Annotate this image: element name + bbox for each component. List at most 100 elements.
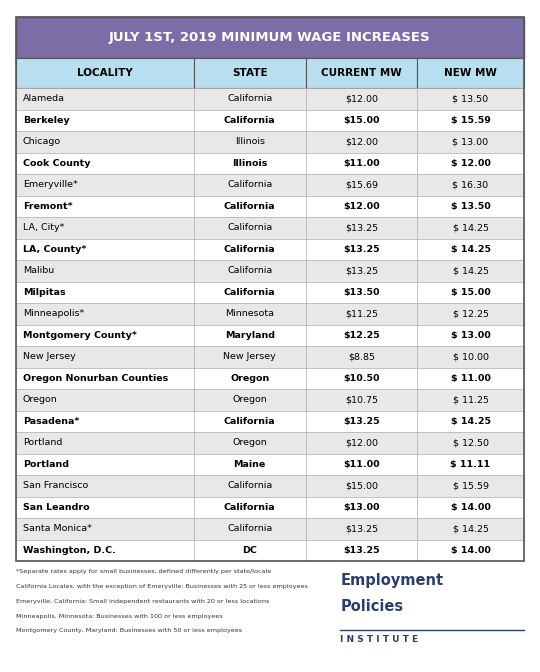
- Bar: [417, 131, 524, 153]
- Bar: [194, 411, 306, 432]
- Text: Minnesota: Minnesota: [225, 309, 274, 319]
- Text: California: California: [224, 503, 275, 512]
- Bar: [417, 282, 524, 303]
- Text: $10.50: $10.50: [343, 374, 380, 383]
- Bar: [306, 88, 417, 110]
- Bar: [194, 389, 306, 411]
- Bar: [194, 497, 306, 518]
- Bar: [417, 58, 524, 88]
- Text: $8.85: $8.85: [348, 352, 375, 362]
- Text: Fremont*: Fremont*: [23, 202, 72, 211]
- Bar: [417, 346, 524, 368]
- Text: Maryland: Maryland: [225, 331, 275, 340]
- Bar: [306, 260, 417, 282]
- Bar: [194, 174, 306, 196]
- Bar: [16, 346, 194, 368]
- Bar: [306, 540, 417, 561]
- Text: I N S T I T U T E: I N S T I T U T E: [340, 635, 418, 644]
- Text: $ 11.25: $ 11.25: [453, 395, 489, 405]
- Bar: [194, 131, 306, 153]
- Text: San Leandro: San Leandro: [23, 503, 89, 512]
- Text: $ 14.25: $ 14.25: [453, 266, 489, 276]
- Text: Alameda: Alameda: [23, 94, 65, 103]
- Text: California: California: [224, 116, 275, 125]
- Text: Berkeley: Berkeley: [23, 116, 69, 125]
- Bar: [194, 239, 306, 260]
- Bar: [194, 58, 306, 88]
- Bar: [417, 518, 524, 540]
- Bar: [417, 454, 524, 475]
- Bar: [16, 88, 194, 110]
- Text: $11.00: $11.00: [343, 159, 380, 168]
- Text: JULY 1ST, 2019 MINIMUM WAGE INCREASES: JULY 1ST, 2019 MINIMUM WAGE INCREASES: [109, 31, 431, 44]
- Text: $ 13.50: $ 13.50: [453, 94, 489, 103]
- Text: $12.00: $12.00: [345, 94, 378, 103]
- Text: STATE: STATE: [232, 69, 267, 78]
- Text: California: California: [227, 180, 272, 190]
- Bar: [16, 518, 194, 540]
- Bar: [306, 325, 417, 346]
- Text: New Jersey: New Jersey: [224, 352, 276, 362]
- Bar: [16, 303, 194, 325]
- Text: Illinois: Illinois: [235, 137, 265, 146]
- Text: California: California: [227, 94, 272, 103]
- Text: New Jersey: New Jersey: [23, 352, 76, 362]
- Text: Santa Monica*: Santa Monica*: [23, 524, 92, 534]
- Text: $13.25: $13.25: [343, 546, 380, 555]
- Text: $ 11.00: $ 11.00: [450, 374, 490, 383]
- Bar: [306, 518, 417, 540]
- Bar: [16, 110, 194, 131]
- Bar: [16, 325, 194, 346]
- Text: Emeryville*: Emeryville*: [23, 180, 77, 190]
- Text: NEW MW: NEW MW: [444, 69, 497, 78]
- Bar: [194, 346, 306, 368]
- Bar: [306, 153, 417, 174]
- Text: $ 15.59: $ 15.59: [450, 116, 490, 125]
- Text: Cook County: Cook County: [23, 159, 90, 168]
- Text: $13.25: $13.25: [345, 524, 378, 534]
- Bar: [417, 432, 524, 454]
- Text: $ 13.00: $ 13.00: [450, 331, 490, 340]
- Text: $12.25: $12.25: [343, 331, 380, 340]
- Text: $13.25: $13.25: [343, 245, 380, 254]
- Bar: [16, 282, 194, 303]
- Text: LA, County*: LA, County*: [23, 245, 86, 254]
- Bar: [194, 325, 306, 346]
- Text: California: California: [227, 223, 272, 233]
- Bar: [16, 153, 194, 174]
- Bar: [417, 260, 524, 282]
- Bar: [16, 17, 524, 561]
- Bar: [417, 303, 524, 325]
- Bar: [16, 389, 194, 411]
- Text: Portland: Portland: [23, 438, 62, 448]
- Bar: [16, 217, 194, 239]
- Bar: [306, 131, 417, 153]
- Text: $13.25: $13.25: [345, 266, 378, 276]
- Text: California: California: [227, 266, 272, 276]
- Text: Malibu: Malibu: [23, 266, 54, 276]
- Bar: [194, 110, 306, 131]
- Bar: [306, 110, 417, 131]
- Text: DC: DC: [242, 546, 257, 555]
- Text: Minneapolis, Minnesota: Businesses with 100 or less employees: Minneapolis, Minnesota: Businesses with …: [16, 614, 223, 618]
- Text: Minneapolis*: Minneapolis*: [23, 309, 84, 319]
- Bar: [306, 239, 417, 260]
- Bar: [417, 497, 524, 518]
- Text: $13.25: $13.25: [345, 223, 378, 233]
- Bar: [417, 110, 524, 131]
- Bar: [16, 432, 194, 454]
- Text: $ 14.00: $ 14.00: [450, 546, 490, 555]
- Bar: [16, 411, 194, 432]
- Text: California: California: [224, 202, 275, 211]
- Text: $ 14.25: $ 14.25: [450, 245, 490, 254]
- Bar: [16, 454, 194, 475]
- Text: $11.25: $11.25: [345, 309, 378, 319]
- Text: Employment: Employment: [340, 573, 443, 587]
- Text: $15.69: $15.69: [345, 180, 378, 190]
- Text: California: California: [227, 524, 272, 534]
- Bar: [194, 282, 306, 303]
- Bar: [16, 475, 194, 497]
- Bar: [194, 196, 306, 217]
- Bar: [194, 454, 306, 475]
- Text: Washington, D.C.: Washington, D.C.: [23, 546, 116, 555]
